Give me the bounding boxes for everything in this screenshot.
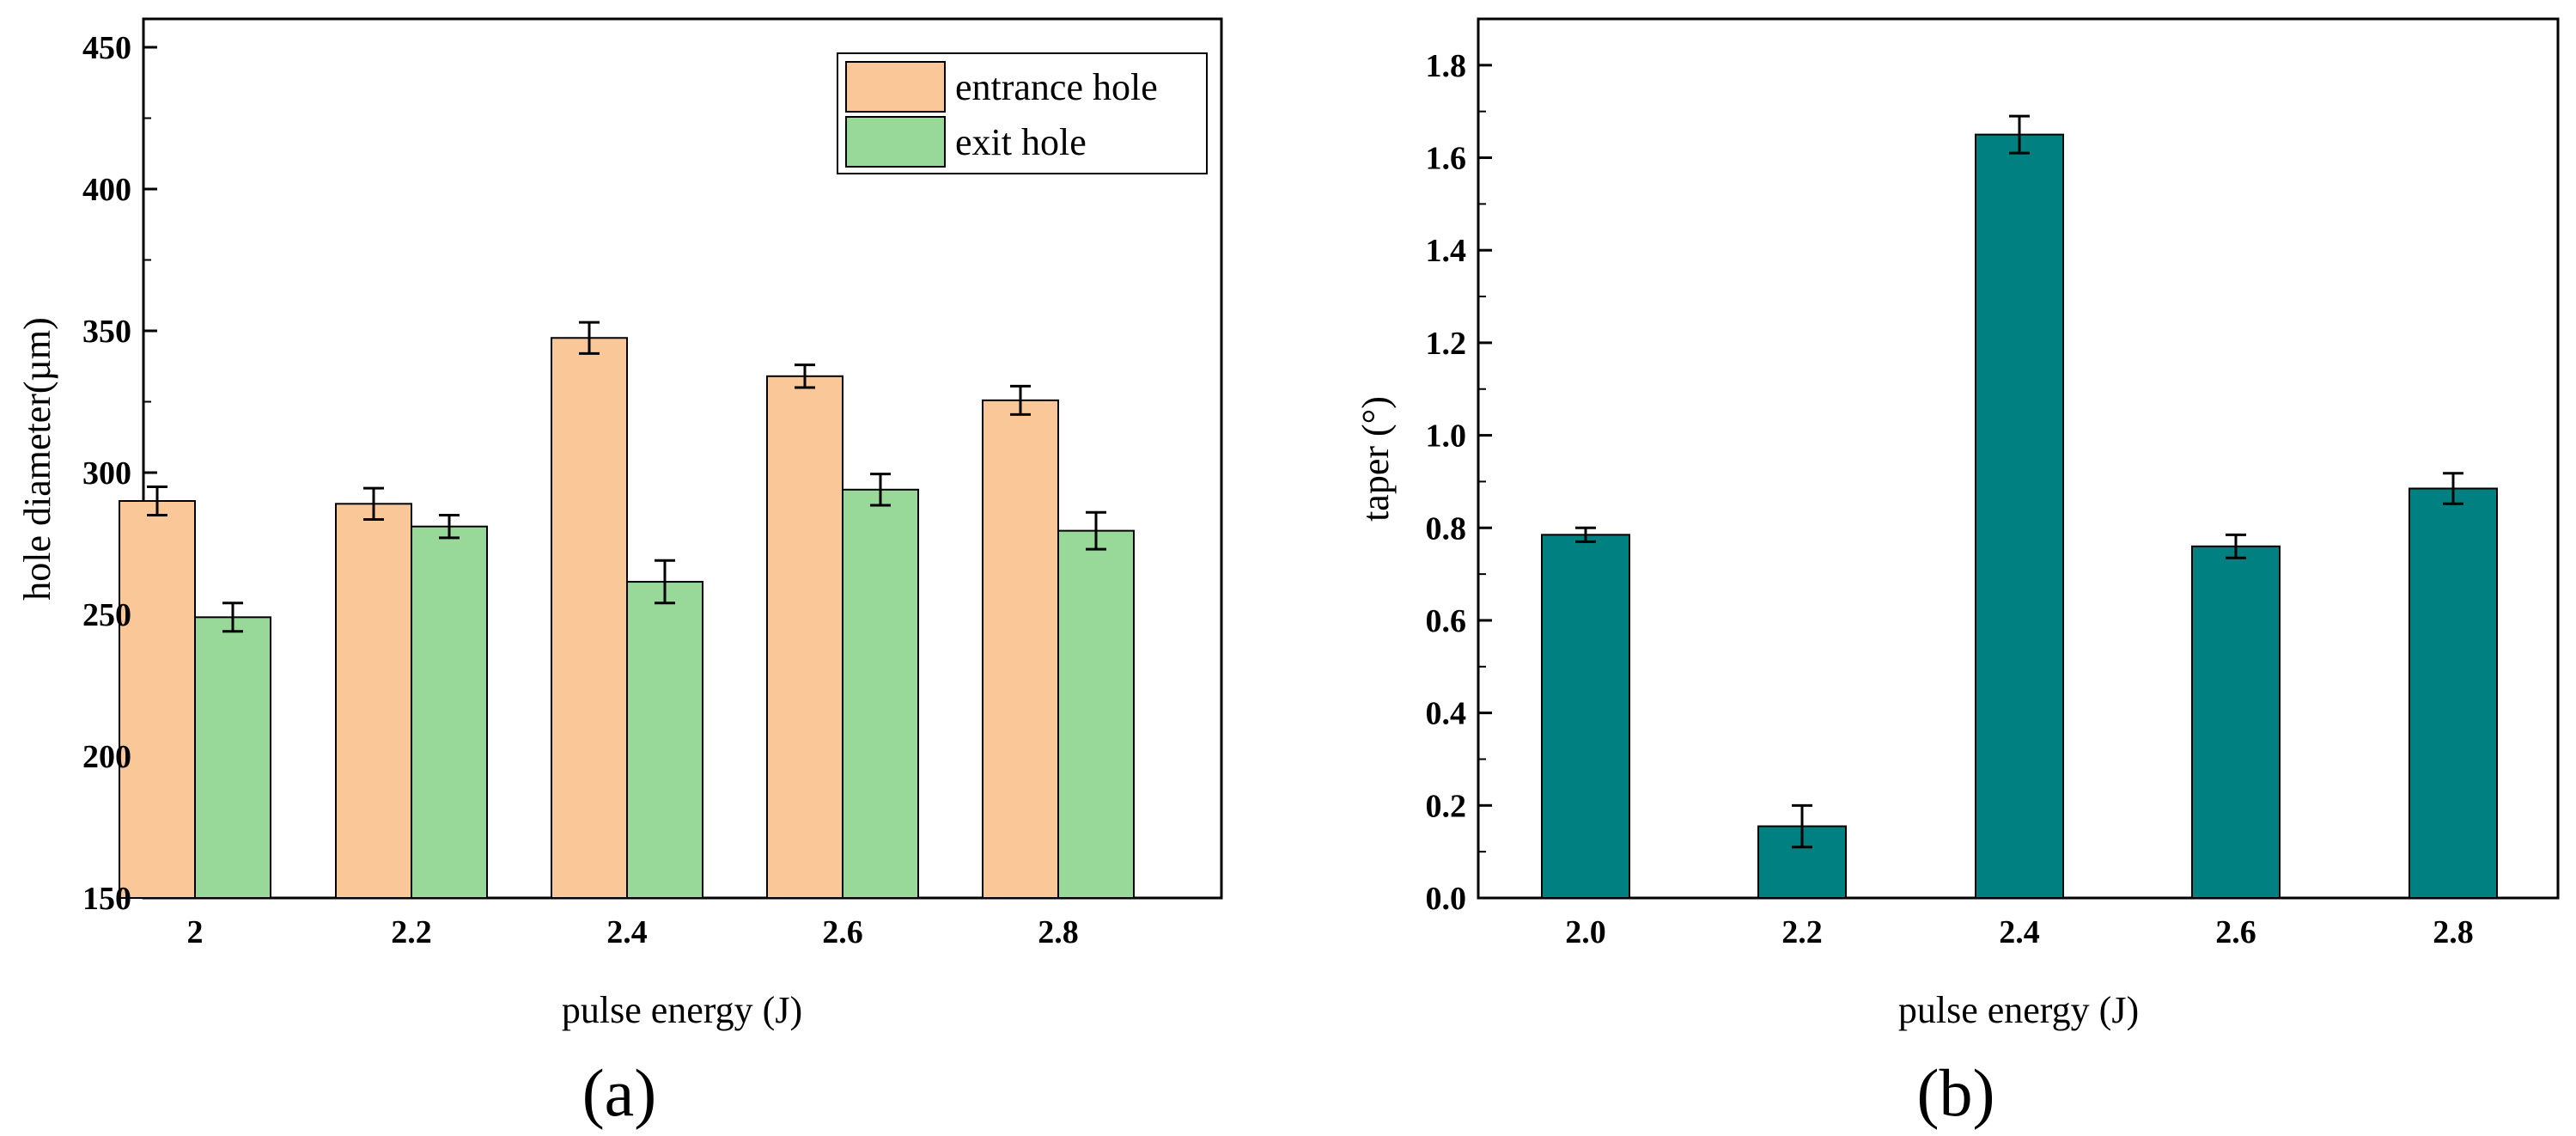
bar-exit-hole-2.2 <box>411 525 488 899</box>
y-tick-label: 0.8 <box>1426 510 1467 547</box>
error-bar <box>439 514 460 540</box>
x-tick-label: 2.4 <box>1999 914 2040 950</box>
panel-a-label: (a) <box>582 1055 657 1130</box>
bar-exit-hole-2.6 <box>842 488 919 899</box>
legend-swatch-exit-hole <box>845 116 946 168</box>
error-bar <box>1010 384 1031 416</box>
error-bar <box>1086 510 1106 551</box>
error-bar <box>1575 526 1596 543</box>
bar-entrance-hole-2 <box>119 500 196 899</box>
x-tick-label: 2.2 <box>391 914 432 950</box>
bar-entrance-hole-2.4 <box>551 337 628 899</box>
y-tick-label: 250 <box>82 597 131 633</box>
y-tick-label: 0.0 <box>1426 881 1467 917</box>
error-bar <box>655 559 675 605</box>
bar-taper-2.4 <box>1975 133 2064 899</box>
error-bar <box>2443 472 2463 505</box>
x-tick-label: 2.2 <box>1781 914 1823 950</box>
bar-entrance-hole-2.8 <box>982 399 1059 900</box>
error-bar <box>579 321 600 355</box>
panel-a-x-axis-title: pulse energy (J) <box>562 989 802 1031</box>
x-tick-label: 2.6 <box>2215 914 2256 950</box>
panel-b-chart: 0.0 0.2 0.4 0.6 0.8 1.0 1.2 1.4 1.6 1.8 2.0 2.2 2.4 2… <box>1355 17 2560 1130</box>
bar-taper-2.0 <box>1541 534 1630 899</box>
y-tick-label: 400 <box>82 172 131 208</box>
y-tick-label: 1.4 <box>1426 233 1467 269</box>
error-bar <box>795 363 815 389</box>
error-bar <box>147 486 167 516</box>
y-tick-label: 150 <box>82 881 131 917</box>
panel-b-x-axis-title: pulse energy (J) <box>1898 989 2139 1031</box>
panel-a-y-axis-title: hole diameter(µm) <box>16 317 58 601</box>
error-bar <box>2226 533 2246 559</box>
legend-label-exit-hole: exit hole <box>955 121 1087 163</box>
error-bar <box>870 473 891 507</box>
x-tick-label: 2.8 <box>1038 914 1079 950</box>
y-tick-label: 200 <box>82 739 131 775</box>
y-tick-label: 0.6 <box>1426 603 1467 639</box>
bar-entrance-hole-2.2 <box>335 503 412 899</box>
y-tick-label: 1.8 <box>1426 48 1467 84</box>
y-tick-label: 1.6 <box>1426 141 1467 177</box>
bar-taper-2.8 <box>2409 487 2498 899</box>
bar-entrance-hole-2.6 <box>766 375 843 899</box>
y-tick-label: 0.4 <box>1426 696 1467 732</box>
x-tick-label: 2.0 <box>1565 914 1606 950</box>
y-tick-label: 0.2 <box>1426 788 1467 824</box>
y-tick-label: 350 <box>82 314 131 350</box>
x-tick-label: 2.8 <box>2433 914 2474 950</box>
error-bar <box>222 602 243 633</box>
y-tick-label: 300 <box>82 455 131 492</box>
panel-b-y-axis-title: taper (°) <box>1355 396 1397 522</box>
x-tick-label: 2.4 <box>606 914 648 950</box>
x-tick-label: 2 <box>187 914 204 950</box>
y-tick-label: 1.0 <box>1426 418 1467 455</box>
panel-a-chart: 150 200 250 300 350 400 450 2 2.2 2.4 2.6 2.8 entra… <box>16 17 1223 1130</box>
legend-label-entrance-hole: entrance hole <box>955 66 1158 108</box>
panel-a-legend: entrance hole exit hole <box>837 52 1208 174</box>
legend-swatch-entrance-hole <box>845 61 946 113</box>
bar-exit-hole-2.8 <box>1057 529 1135 900</box>
error-bar <box>2009 114 2030 155</box>
x-tick-label: 2.6 <box>822 914 863 950</box>
bar-exit-hole-2 <box>194 616 271 899</box>
error-bar <box>363 486 384 521</box>
y-tick-label: 450 <box>82 30 131 66</box>
error-bar <box>1792 803 1812 849</box>
y-tick-label: 1.2 <box>1426 326 1467 362</box>
bar-taper-2.6 <box>2191 545 2281 899</box>
bar-exit-hole-2.4 <box>626 581 703 899</box>
panel-b-label: (b) <box>1917 1055 1995 1130</box>
